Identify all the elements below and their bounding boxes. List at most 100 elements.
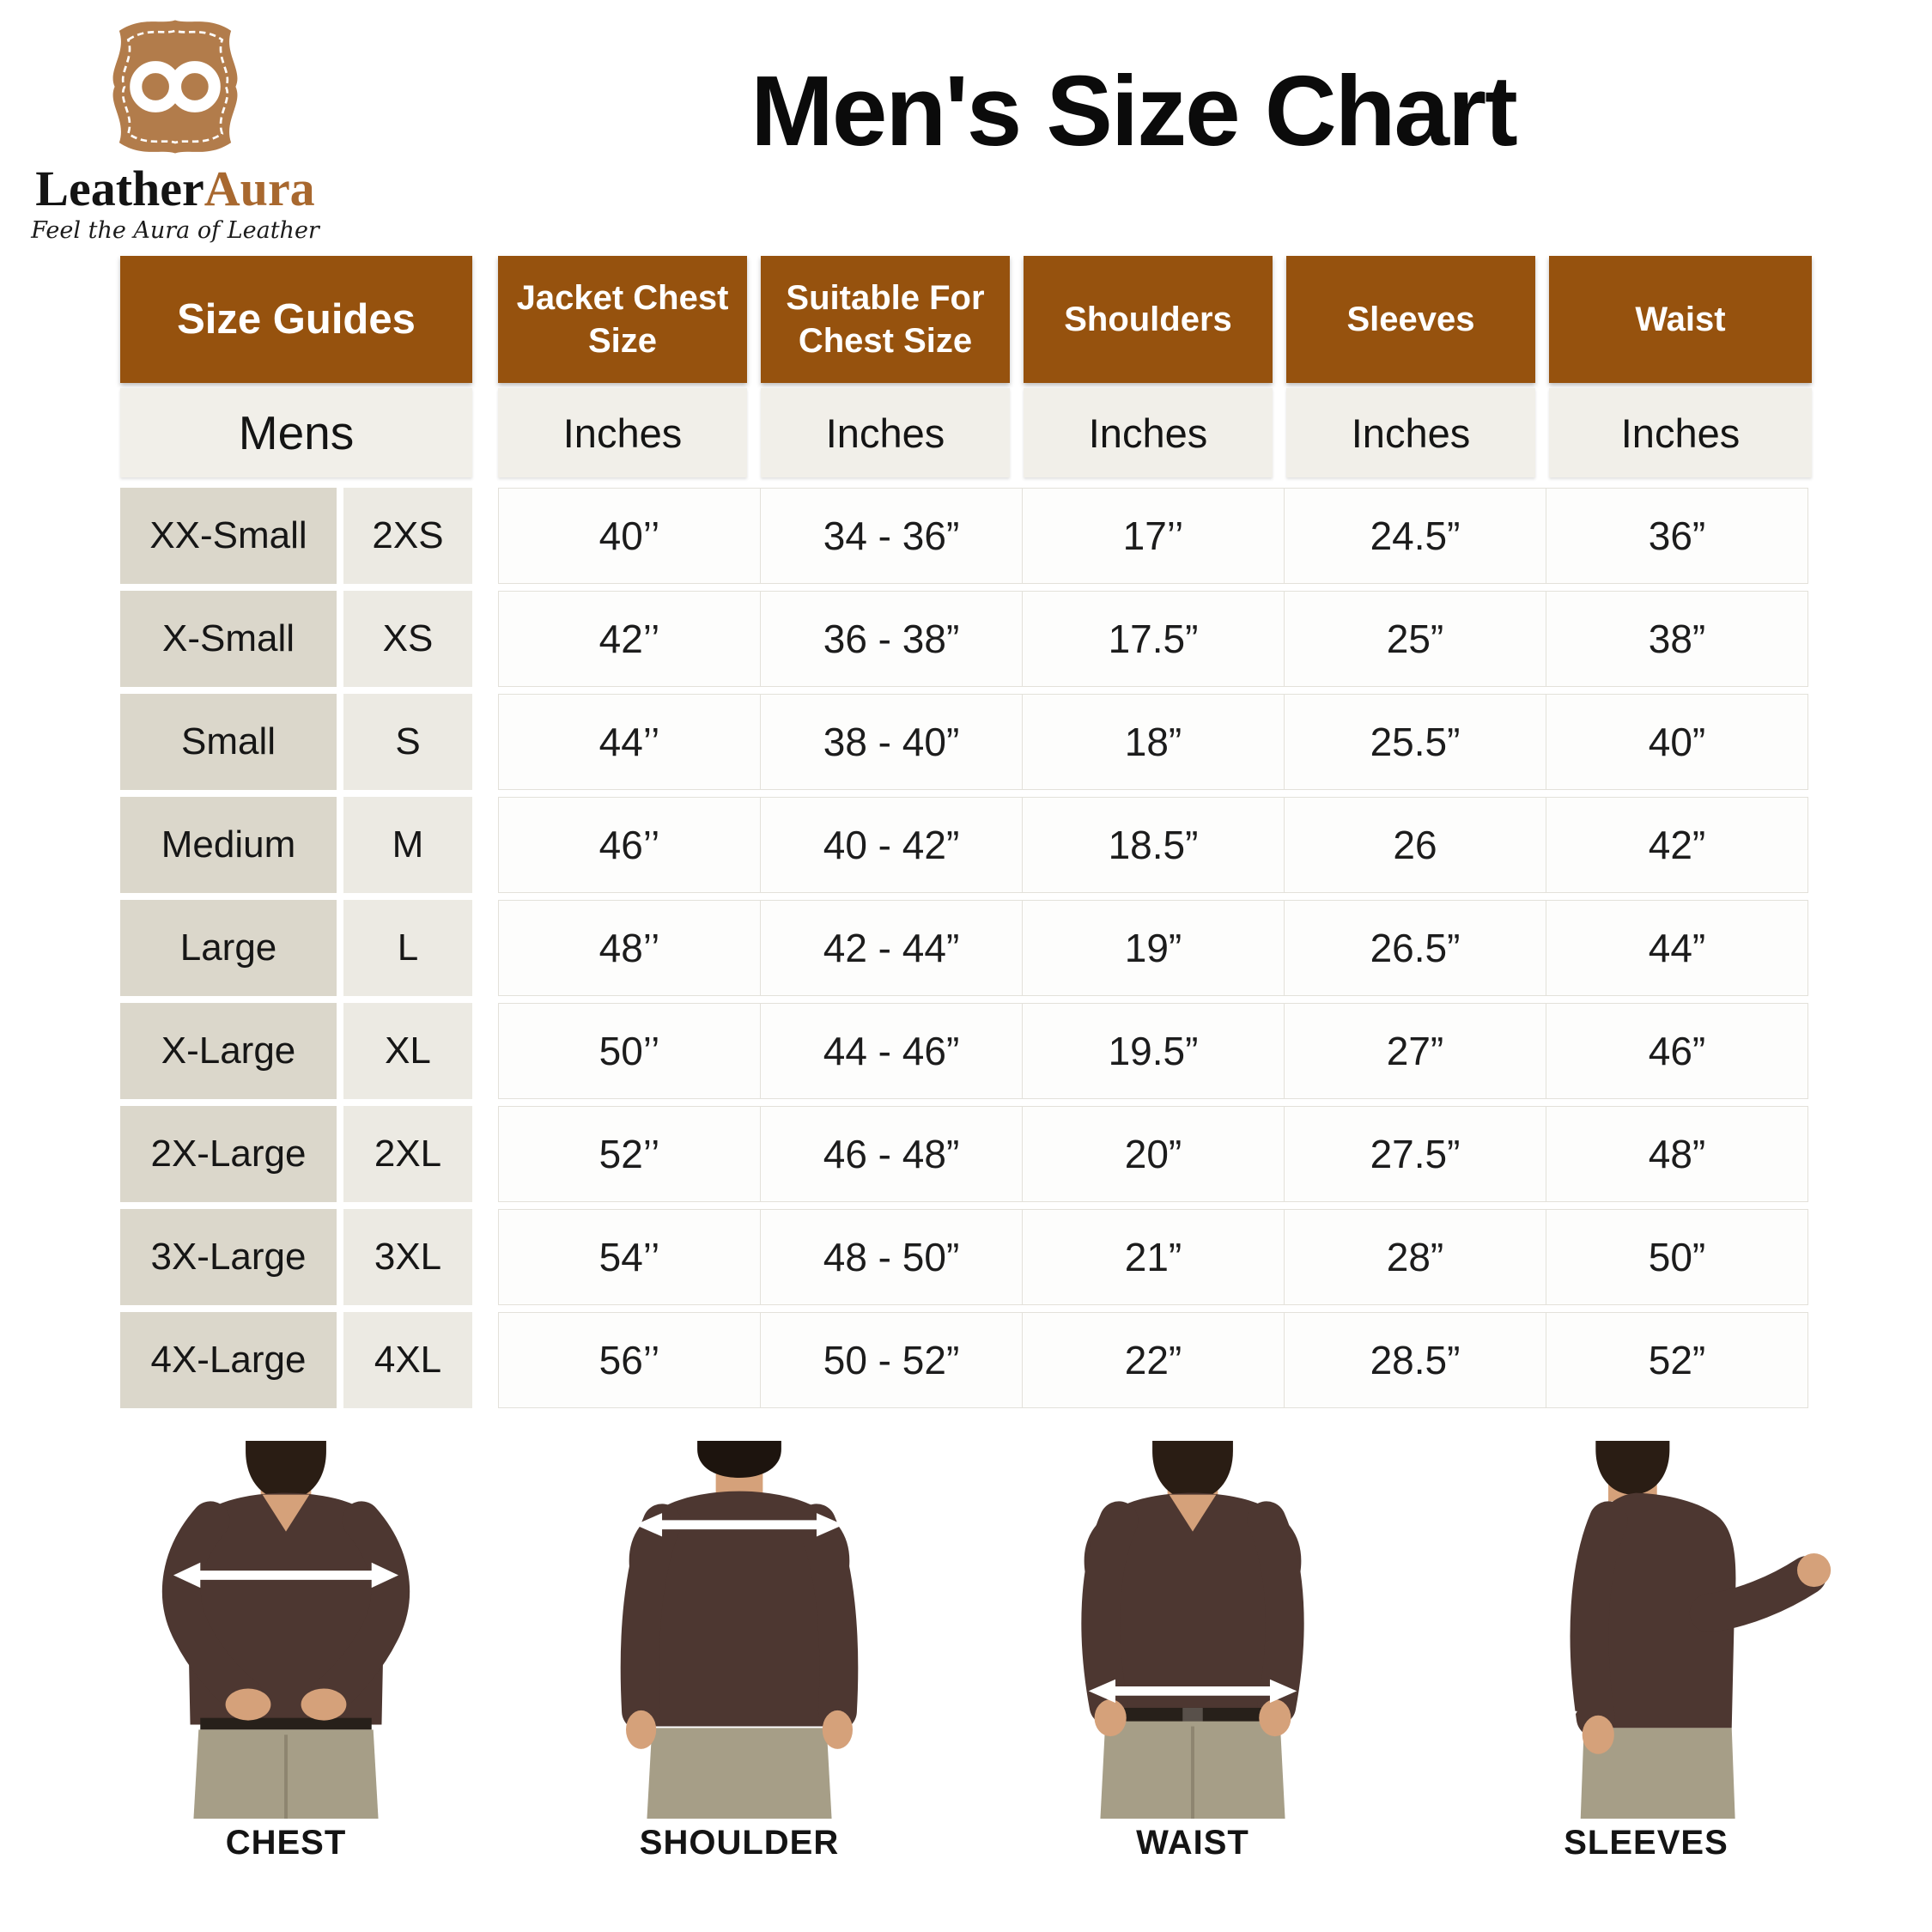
suitable-chest-cell: 50 - 52” [760, 1312, 1023, 1408]
sleeves-cell: 28” [1284, 1209, 1546, 1305]
table-row: XX-Small 2XS 40’’ 34 - 36” 17’’ 24.5” 36” [120, 488, 1814, 584]
chest-figure-illustration [161, 1441, 410, 1819]
size-name-cell: 4X-Large [120, 1312, 337, 1408]
waist-measure-arrow [1088, 1679, 1297, 1704]
sleeves-cell: 26.5” [1284, 900, 1546, 996]
table-row: 3X-Large 3XL 54’’ 48 - 50” 21” 28” 50” [120, 1209, 1814, 1305]
measurement-guide-sleeves: SLEEVES [1436, 1441, 1856, 1862]
shoulders-cell: 18” [1022, 694, 1285, 790]
units-inches-suitable: Inches [761, 388, 1010, 477]
jacket-chest-cell: 46’’ [498, 797, 761, 893]
table-row: Small S 44’’ 38 - 40” 18” 25.5” 40” [120, 694, 1814, 790]
size-code-cell: 4XL [343, 1312, 472, 1408]
jacket-chest-cell: 52’’ [498, 1106, 761, 1202]
header-jacket-chest-size: Jacket Chest Size [498, 256, 747, 383]
table-row: Medium M 46’’ 40 - 42” 18.5” 26 42” [120, 797, 1814, 893]
jacket-chest-cell: 48’’ [498, 900, 761, 996]
waist-cell: 40” [1546, 694, 1808, 790]
sleeves-cell: 26 [1284, 797, 1546, 893]
waist-cell: 50” [1546, 1209, 1808, 1305]
suitable-chest-cell: 40 - 42” [760, 797, 1023, 893]
units-inches-waist: Inches [1549, 388, 1812, 477]
sleeves-cell: 25.5” [1284, 694, 1546, 790]
table-units-row: Mens Inches Inches Inches Inches Inches [120, 388, 1814, 477]
brand-name: LeatherAura [31, 163, 319, 214]
suitable-chest-cell: 46 - 48” [760, 1106, 1023, 1202]
waist-cell: 48” [1546, 1106, 1808, 1202]
header-size-guides: Size Guides [120, 256, 472, 383]
table-row: X-Large XL 50’’ 44 - 46” 19.5” 27” 46” [120, 1003, 1814, 1099]
measurement-guide-waist: WAIST [982, 1441, 1403, 1862]
size-code-cell: XL [343, 1003, 472, 1099]
size-name-cell: Large [120, 900, 337, 996]
jacket-chest-cell: 56’’ [498, 1312, 761, 1408]
size-name-cell: X-Small [120, 591, 337, 687]
measurement-guide-shoulder: SHOULDER [529, 1441, 950, 1862]
jacket-chest-cell: 50’’ [498, 1003, 761, 1099]
shoulders-cell: 18.5” [1022, 797, 1285, 893]
measurement-guides: CHEST SHOULDER [76, 1441, 1856, 1862]
shoulders-cell: 19.5” [1022, 1003, 1285, 1099]
size-name-cell: 2X-Large [120, 1106, 337, 1202]
sleeves-cell: 27” [1284, 1003, 1546, 1099]
size-name-cell: X-Large [120, 1003, 337, 1099]
shoulders-cell: 17’’ [1022, 488, 1285, 584]
brand-tagline: Feel the Aura of Leather [31, 217, 319, 245]
size-code-cell: S [343, 694, 472, 790]
measurement-guide-chest: CHEST [76, 1441, 496, 1862]
shoulders-cell: 17.5” [1022, 591, 1285, 687]
table-body: XX-Small 2XS 40’’ 34 - 36” 17’’ 24.5” 36” X-Sma… [120, 488, 1814, 1408]
shoulders-cell: 20” [1022, 1106, 1285, 1202]
table-row: 2X-Large 2XL 52’’ 46 - 48” 20” 27.5” 48” [120, 1106, 1814, 1202]
size-name-cell: Medium [120, 797, 337, 893]
waist-cell: 36” [1546, 488, 1808, 584]
suitable-chest-cell: 38 - 40” [760, 694, 1023, 790]
units-mens: Mens [120, 388, 472, 477]
header-suitable-for-chest-size: Suitable For Chest Size [761, 256, 1010, 383]
sleeves-cell: 27.5” [1284, 1106, 1546, 1202]
figure-label-chest: CHEST [225, 1824, 347, 1862]
sleeves-cell: 28.5” [1284, 1312, 1546, 1408]
table-row: Large L 48’’ 42 - 44” 19” 26.5” 44” [120, 900, 1814, 996]
leather-shield-infinity-icon [112, 20, 238, 154]
size-code-cell: L [343, 900, 472, 996]
brand-name-leather: Leather [35, 161, 204, 216]
header-sleeves: Sleeves [1286, 256, 1535, 383]
size-code-cell: 2XS [343, 488, 472, 584]
page-title: Men's Size Chart [750, 55, 1518, 167]
waist-cell: 44” [1546, 900, 1808, 996]
shoulders-cell: 21” [1022, 1209, 1285, 1305]
suitable-chest-cell: 48 - 50” [760, 1209, 1023, 1305]
shoulder-figure-illustration [620, 1441, 859, 1819]
size-table: Size Guides Jacket Chest Size Suitable F… [120, 256, 1814, 1415]
units-inches-jacket: Inches [498, 388, 747, 477]
waist-cell: 46” [1546, 1003, 1808, 1099]
jacket-chest-cell: 54’’ [498, 1209, 761, 1305]
size-code-cell: XS [343, 591, 472, 687]
shoulders-cell: 19” [1022, 900, 1285, 996]
figure-label-waist: WAIST [1136, 1824, 1249, 1862]
jacket-chest-cell: 44’’ [498, 694, 761, 790]
table-row: 4X-Large 4XL 56’’ 50 - 52” 22” 28.5” 52” [120, 1312, 1814, 1408]
waist-figure-illustration [1081, 1441, 1304, 1819]
chest-measure-arrow [173, 1562, 399, 1589]
waist-cell: 42” [1546, 797, 1808, 893]
figure-label-shoulder: SHOULDER [639, 1824, 840, 1862]
sleeves-cell: 24.5” [1284, 488, 1546, 584]
units-inches-sleeves: Inches [1286, 388, 1535, 477]
sleeves-cell: 25” [1284, 591, 1546, 687]
size-name-cell: Small [120, 694, 337, 790]
jacket-chest-cell: 40’’ [498, 488, 761, 584]
figure-label-sleeves: SLEEVES [1564, 1824, 1728, 1862]
sleeves-figure-illustration [1546, 1441, 1832, 1819]
suitable-chest-cell: 36 - 38” [760, 591, 1023, 687]
table-row: X-Small XS 42’’ 36 - 38” 17.5” 25” 38” [120, 591, 1814, 687]
size-name-cell: XX-Small [120, 488, 337, 584]
size-code-cell: 2XL [343, 1106, 472, 1202]
header-shoulders: Shoulders [1024, 256, 1273, 383]
header-waist: Waist [1549, 256, 1812, 383]
shoulders-cell: 22” [1022, 1312, 1285, 1408]
jacket-chest-cell: 42’’ [498, 591, 761, 687]
waist-cell: 52” [1546, 1312, 1808, 1408]
